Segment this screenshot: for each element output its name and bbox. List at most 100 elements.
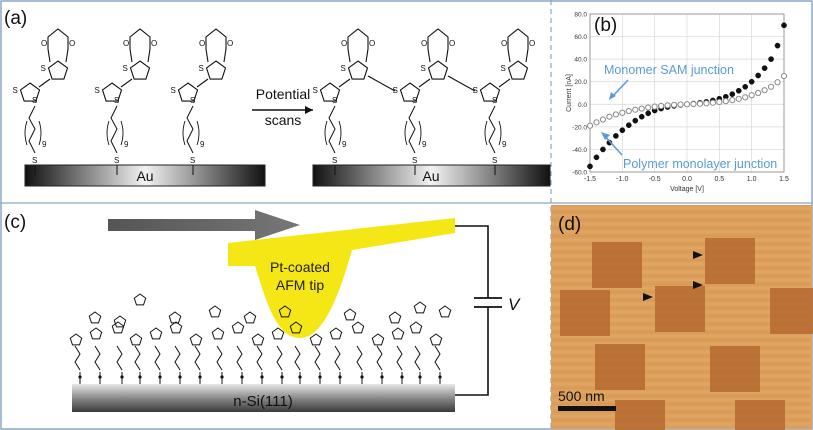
pyrrole-ring bbox=[208, 305, 222, 318]
monomer-data-point bbox=[761, 87, 768, 94]
monomer-data-point bbox=[638, 105, 645, 112]
oxygen-atom: O bbox=[151, 39, 157, 48]
oxidized-square bbox=[655, 286, 705, 332]
si-substrate-label: n-Si(111) bbox=[233, 393, 292, 410]
x-tick-label: 1.0 bbox=[747, 176, 757, 183]
y-tick-label: 40.0 bbox=[574, 57, 587, 64]
oxidized-square bbox=[770, 288, 813, 334]
chain-subscript: 9 bbox=[200, 140, 205, 149]
bond bbox=[365, 48, 369, 63]
scan-direction-arrow bbox=[108, 210, 300, 240]
monomer-data-point bbox=[703, 100, 710, 107]
sulfur-atom: S bbox=[190, 96, 195, 105]
pyrrole-ring bbox=[111, 321, 125, 334]
oxygen-atom bbox=[318, 375, 322, 379]
sulfur-atom: S bbox=[392, 86, 397, 95]
oxygen-atom: O bbox=[69, 39, 75, 48]
dioxane-ring bbox=[427, 28, 449, 49]
monomer-annotation-arrowhead bbox=[609, 92, 616, 100]
thiophene-ring bbox=[427, 60, 449, 80]
au-label-left: Au bbox=[136, 168, 153, 184]
marker-arrowhead-3 bbox=[643, 293, 653, 301]
bond bbox=[498, 78, 511, 88]
alkyl-chain bbox=[488, 105, 496, 154]
bond bbox=[418, 78, 431, 88]
arrow-label-line1: Potential bbox=[256, 86, 310, 102]
monomer-data-point bbox=[612, 111, 619, 118]
polymer-annotation: Polymer monolayer junction bbox=[623, 157, 777, 171]
polymer-data-point bbox=[735, 87, 742, 94]
sulfur-atom: S bbox=[492, 96, 497, 105]
oxidized-square bbox=[592, 242, 642, 288]
polymer-data-point bbox=[638, 113, 645, 120]
oxygen-atom: O bbox=[199, 39, 205, 48]
oxygen-atom bbox=[120, 375, 124, 379]
panel-d: (d) 500 nm bbox=[551, 205, 813, 430]
y-tick-label: -40.0 bbox=[572, 147, 587, 154]
arrow-label-line2: scans bbox=[265, 112, 302, 128]
propyl-chain bbox=[236, 345, 243, 371]
chain-subscript: 9 bbox=[124, 140, 129, 149]
monomer-data-point bbox=[735, 95, 742, 102]
scale-bar bbox=[558, 406, 616, 411]
oxygen-atom: O bbox=[369, 39, 375, 48]
pyrrole-ring bbox=[391, 327, 405, 340]
sulfur-atom: S bbox=[32, 96, 37, 105]
polymer-data-point bbox=[781, 22, 787, 29]
dioxane-ring bbox=[347, 28, 369, 49]
sulfur-atom: S bbox=[472, 86, 477, 95]
sulfur-atom: S bbox=[114, 96, 119, 105]
monomer-data-point bbox=[619, 109, 626, 116]
bracket-left bbox=[404, 120, 408, 146]
sulfur-atom: S bbox=[12, 86, 17, 95]
polymer-data-point bbox=[742, 83, 749, 90]
oxidized-square bbox=[615, 400, 665, 430]
monomer-data-point bbox=[625, 107, 632, 115]
oxidized-squares bbox=[560, 238, 813, 430]
pyrrole-ring bbox=[371, 333, 385, 346]
oxygen-atom bbox=[280, 375, 284, 379]
monomer-data-point bbox=[606, 113, 613, 120]
oxygen-atom bbox=[240, 375, 244, 379]
marker-arrowhead-2 bbox=[693, 281, 703, 289]
oxygen-atom bbox=[400, 375, 404, 379]
monomer-data-point bbox=[748, 92, 755, 99]
pyrrole-ring bbox=[289, 321, 303, 334]
pyrrole-ring bbox=[169, 321, 183, 334]
monomer-data-point bbox=[742, 94, 749, 101]
y-tick-label: 60.0 bbox=[574, 34, 587, 41]
oxidized-square bbox=[595, 344, 645, 390]
alkyl-chain bbox=[110, 105, 118, 154]
voltage-label: V bbox=[508, 295, 521, 314]
x-tick-label: -1.0 bbox=[616, 176, 628, 183]
oxygen-atom: O bbox=[41, 39, 47, 48]
pyrrole-ring bbox=[88, 311, 102, 324]
sulfur-atom: S bbox=[122, 64, 127, 73]
thiophene-ring bbox=[399, 82, 421, 102]
propyl-chain bbox=[134, 345, 141, 371]
sulfur-atom: S bbox=[170, 86, 175, 95]
monomer-data-point bbox=[677, 101, 684, 108]
propyl-chain bbox=[256, 345, 263, 371]
dioxane-ring bbox=[129, 28, 151, 49]
y-axis-label: Current [nA] bbox=[566, 74, 573, 112]
si-substrate bbox=[72, 384, 455, 412]
x-tick-label: 1.5 bbox=[779, 176, 789, 183]
pyrrole-monolayer bbox=[69, 293, 452, 384]
sulfur-atom: S bbox=[500, 64, 505, 73]
pyrrole-ring bbox=[243, 311, 257, 324]
sulfur-atom: S bbox=[340, 64, 345, 73]
alkyl-chain bbox=[408, 105, 416, 154]
polymer-bond bbox=[447, 75, 476, 92]
propyl-chain bbox=[94, 345, 101, 371]
monomer-data-point bbox=[658, 102, 665, 110]
bond bbox=[427, 48, 431, 63]
propyl-chain bbox=[154, 345, 161, 371]
pyrrole-ring bbox=[429, 333, 443, 346]
pyrrole-ring bbox=[168, 311, 182, 324]
thiophene-ring bbox=[129, 60, 151, 80]
monomer-data-point bbox=[599, 116, 607, 123]
sulfur-atom: S bbox=[332, 156, 337, 165]
propyl-chain bbox=[174, 345, 181, 371]
